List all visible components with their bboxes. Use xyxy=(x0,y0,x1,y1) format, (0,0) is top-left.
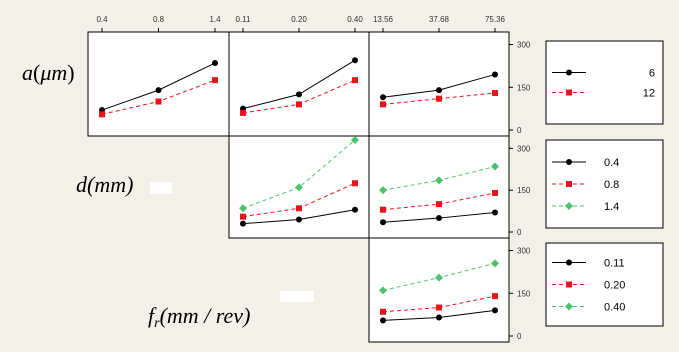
point-p0-s1-2 xyxy=(212,77,218,84)
right-tick-label-r0-1: 150 xyxy=(517,83,531,92)
point-p3-s0-0 xyxy=(240,220,246,227)
point-p5-s1-1 xyxy=(436,304,442,311)
point-p0-s1-0 xyxy=(99,111,105,118)
ticks-layer: 0.4 0.8 1.4 0.11 0.20 0.40 13.56 37.68 75.36 300 1… xyxy=(96,15,530,341)
point-p2-s0-0 xyxy=(380,94,386,101)
top-tick-label-7: 37.68 xyxy=(429,15,450,24)
point-p5-s2-2 xyxy=(491,259,499,268)
point-p5-s1-2 xyxy=(492,293,498,300)
right-tick-label-r1-1: 150 xyxy=(517,186,531,195)
point-p5-s0-2 xyxy=(492,307,498,314)
row-labels: a(μm) d(mm) fr(mm / rev) xyxy=(22,60,250,331)
point-p5-s1-0 xyxy=(380,308,386,315)
legend-label-2-1: 0.20 xyxy=(604,280,625,292)
point-p2-s0-1 xyxy=(436,87,442,94)
point-p2-s1-0 xyxy=(380,101,386,108)
legend-label-1-1: 0.8 xyxy=(604,179,619,191)
point-p4-s1-2 xyxy=(492,189,498,196)
legend-label-2-2: 0.40 xyxy=(604,302,625,314)
legend-marker-1-0 xyxy=(566,159,572,165)
right-tick-label-r1-0: 300 xyxy=(517,144,531,153)
point-p5-s0-1 xyxy=(436,314,442,321)
legends-layer: 6 12 0.4 0.8 1.4 0.11 0.20 0.40 xyxy=(545,40,664,327)
legend-marker-1-1 xyxy=(566,181,572,187)
top-tick-label-2: 1.4 xyxy=(209,15,221,24)
point-p3-s0-1 xyxy=(296,216,302,223)
point-p1-s1-2 xyxy=(352,77,358,84)
point-p3-s0-2 xyxy=(352,206,358,213)
legend-marker-0-0 xyxy=(566,69,572,76)
point-p3-s1-2 xyxy=(352,180,358,187)
legend-marker-0-1 xyxy=(566,89,572,96)
top-tick-label-4: 0.20 xyxy=(291,15,307,24)
legend-marker-2-1 xyxy=(566,281,572,288)
panel-frame-2 xyxy=(368,31,510,137)
panel-frame-4 xyxy=(368,135,510,239)
legend-label-1-0: 0.4 xyxy=(604,157,619,169)
row-label-d: d(mm) xyxy=(76,172,133,197)
point-p3-s2-1 xyxy=(295,183,303,192)
legend-box-1 xyxy=(545,139,664,229)
point-p4-s2-0 xyxy=(379,186,387,195)
legend-marker-1-2 xyxy=(565,202,573,210)
top-tick-label-0: 0.4 xyxy=(96,15,108,24)
legend-label-0-0: 6 xyxy=(649,68,655,80)
top-tick-label-8: 75.36 xyxy=(485,15,506,24)
point-p2-s1-2 xyxy=(492,89,498,96)
top-tick-label-1: 0.8 xyxy=(153,15,165,24)
point-p3-s2-2 xyxy=(351,136,359,144)
point-p1-s0-1 xyxy=(296,91,302,98)
right-tick-label-r2-0: 300 xyxy=(517,247,531,256)
legend-box-0 xyxy=(545,40,664,125)
label-mask-1 xyxy=(150,182,172,194)
legend-marker-2-2 xyxy=(565,302,573,311)
background-layer xyxy=(150,182,314,302)
row-label-a: a(μm) xyxy=(22,60,75,85)
point-p2-s1-1 xyxy=(436,95,442,102)
point-p4-s0-1 xyxy=(436,215,442,222)
right-tick-label-r0-2: 0 xyxy=(517,126,522,135)
panel-frame-5 xyxy=(368,237,510,343)
point-p4-s1-1 xyxy=(436,201,442,208)
point-p1-s0-2 xyxy=(352,57,358,64)
point-p0-s1-1 xyxy=(155,98,162,105)
right-tick-label-r1-2: 0 xyxy=(517,228,522,237)
top-tick-label-3: 0.11 xyxy=(236,15,252,24)
point-p4-s2-1 xyxy=(435,176,443,185)
point-p3-s1-1 xyxy=(296,205,302,212)
point-p1-s1-1 xyxy=(296,101,302,108)
legend-box-2 xyxy=(545,242,664,327)
panel-frame-0 xyxy=(87,31,230,137)
point-p4-s1-0 xyxy=(380,206,386,213)
point-p3-s1-0 xyxy=(240,213,246,220)
point-p0-s0-2 xyxy=(212,60,218,67)
point-p2-s0-2 xyxy=(492,71,498,78)
row-label-fr: fr(mm / rev) xyxy=(148,303,250,331)
point-p1-s1-0 xyxy=(240,109,246,116)
legend-label-2-0: 0.11 xyxy=(604,258,625,270)
point-p4-s0-0 xyxy=(380,219,386,226)
panels-layer xyxy=(87,31,510,343)
point-p4-s2-2 xyxy=(491,162,499,171)
point-p3-s2-0 xyxy=(239,204,247,213)
right-tick-label-r2-1: 150 xyxy=(517,289,531,298)
right-tick-label-r0-0: 300 xyxy=(517,41,531,50)
point-p5-s2-1 xyxy=(435,273,443,282)
point-p5-s0-0 xyxy=(380,317,386,324)
point-p0-s0-1 xyxy=(155,87,162,94)
legend-label-1-2: 1.4 xyxy=(604,201,619,213)
point-p5-s2-0 xyxy=(379,286,387,295)
point-p4-s0-2 xyxy=(492,209,498,216)
top-tick-label-6: 13.56 xyxy=(373,15,394,24)
label-mask-2 xyxy=(280,291,314,302)
right-tick-label-r2-2: 0 xyxy=(517,332,522,341)
panel-frame-1 xyxy=(228,31,370,137)
legend-label-0-1: 12 xyxy=(643,88,655,100)
top-tick-label-5: 0.40 xyxy=(347,15,363,24)
legend-marker-2-0 xyxy=(566,259,572,266)
